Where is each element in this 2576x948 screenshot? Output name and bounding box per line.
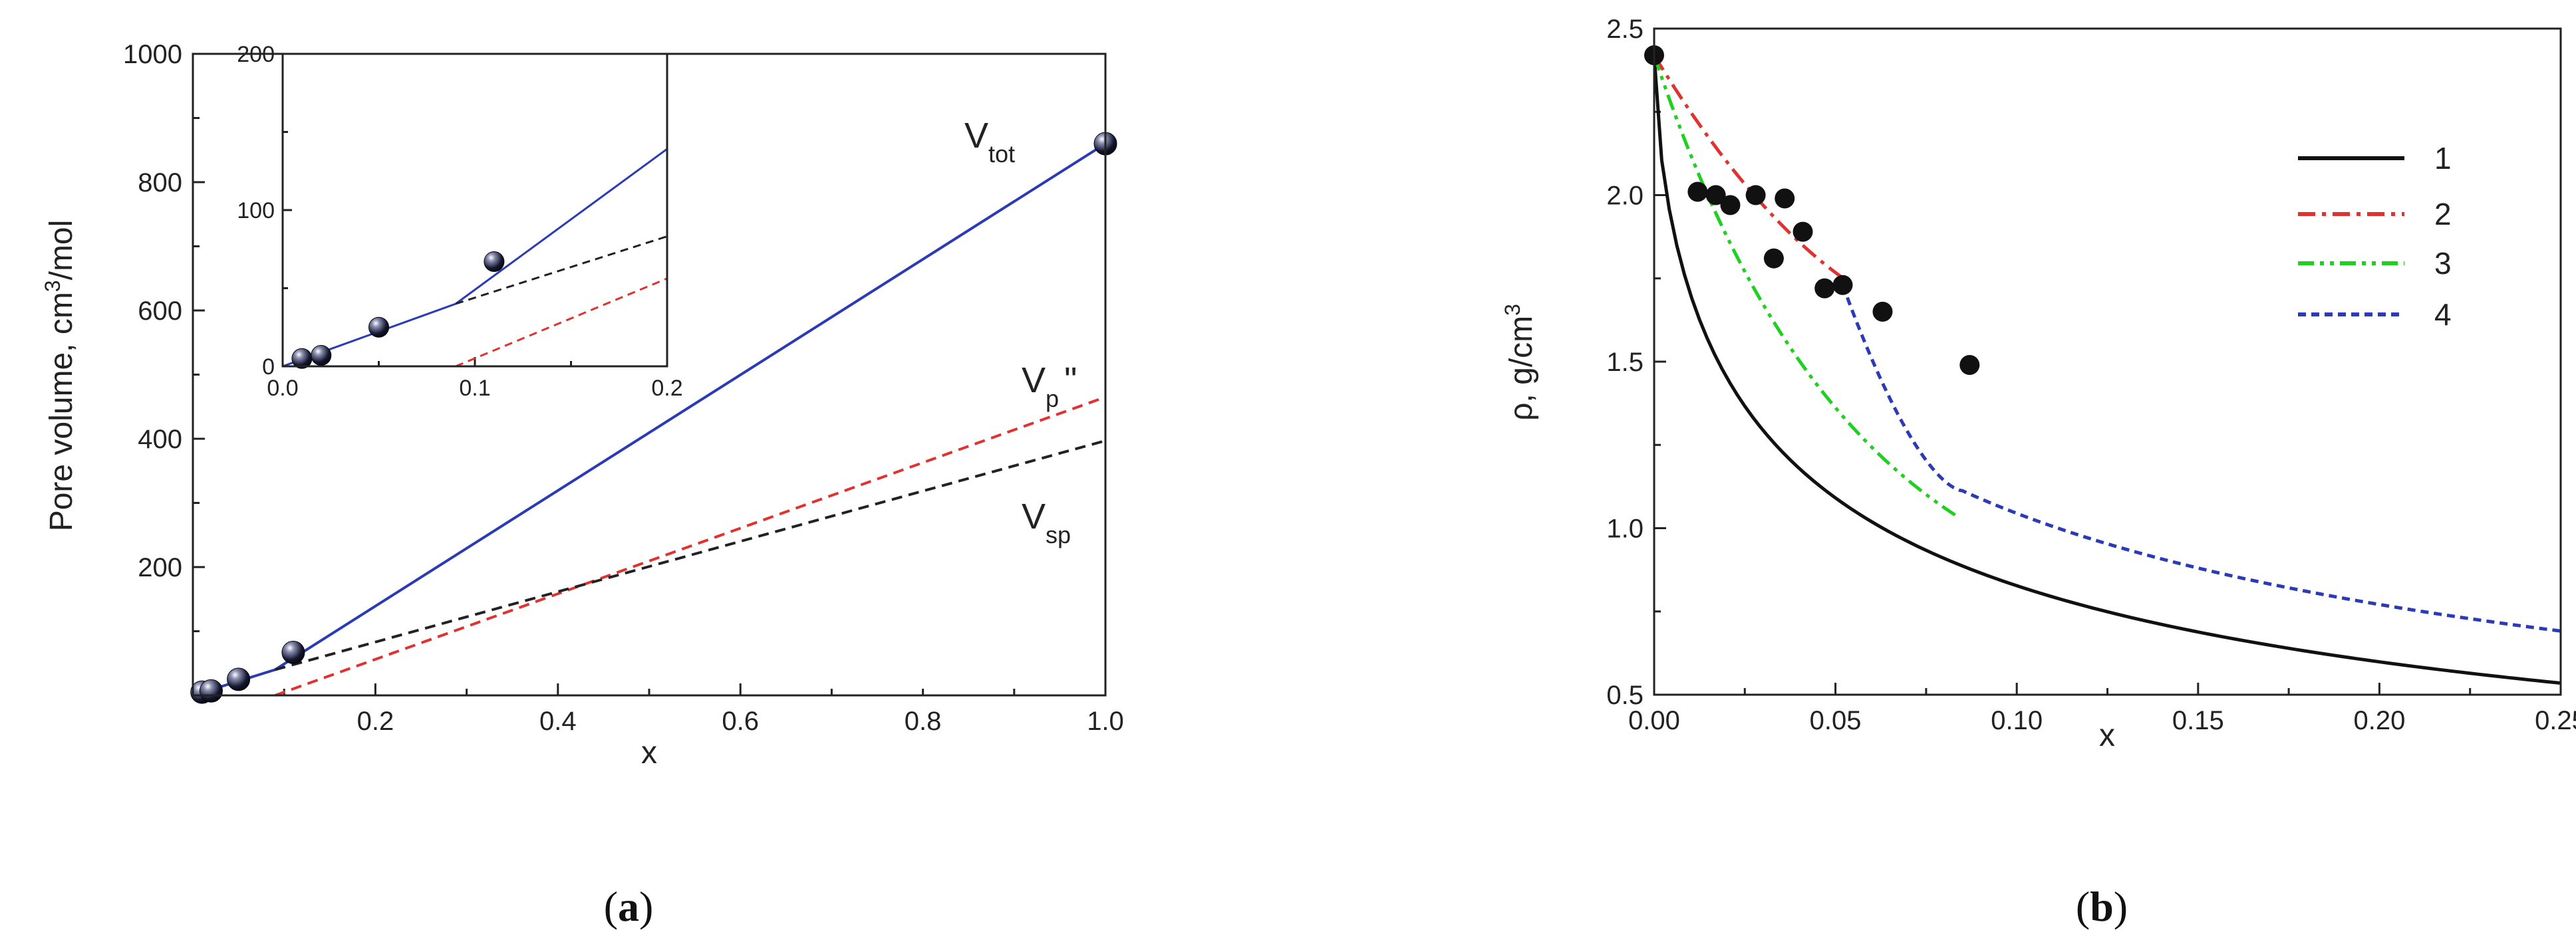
panel-b-data-point <box>1792 221 1813 242</box>
panel-b-y-tick-label: 2.0 <box>1606 181 1644 211</box>
v-p-line <box>274 396 1106 697</box>
inset-series <box>282 148 668 368</box>
legend-label-2: 2 <box>2434 197 2452 231</box>
panel-a-y-tick-labels: 200 400 600 800 1000 <box>123 40 182 582</box>
legend-label-1: 1 <box>2434 141 2452 176</box>
inset-v-sp-line <box>455 235 668 305</box>
panel-b-x-tick-label: 0.05 <box>1810 706 1862 735</box>
panel-b-data-point <box>1705 185 1726 205</box>
panel-b-y-tick-label: 1.0 <box>1606 515 1644 544</box>
panel-a-data-point <box>281 640 305 664</box>
label-v-tot: Vtot <box>964 116 1015 168</box>
inset-x-tick-labels: 0.0 0.1 0.2 <box>267 376 682 401</box>
panel-a-data-point <box>227 667 251 691</box>
panel-a-x-tick-label: 0.6 <box>722 707 759 736</box>
panel-b-frame <box>1653 27 2562 696</box>
legend-label-3: 3 <box>2434 246 2452 281</box>
panel-b-x-tick-label: 0.10 <box>1991 706 2043 735</box>
inset-x-tick-label: 0.1 <box>459 376 490 401</box>
panel-a-x-tick-label: 0.4 <box>539 707 577 736</box>
curve-1 <box>1652 55 2561 685</box>
panel-b-data-point <box>1745 185 1766 205</box>
panel-b-x-label: x <box>2099 718 2115 753</box>
panel-b-points <box>1644 45 1980 376</box>
panel-b-data-point <box>1763 248 1784 269</box>
panel-b-x-tick-label: 0.00 <box>1628 706 1680 735</box>
label-v-p: Vp " <box>1022 360 1077 412</box>
panel-b-y-tick-label: 2.5 <box>1606 15 1644 44</box>
panel-a-caption: (a) <box>604 883 654 930</box>
panel-a-y-tick-label: 1000 <box>123 40 182 69</box>
panel-b-y-tick-label: 1.5 <box>1606 348 1644 377</box>
panel-a-x-tick-label: 0.2 <box>357 707 394 736</box>
panel-a-x-label: x <box>641 735 657 770</box>
panel-b-x-tick-label: 0.20 <box>2353 706 2405 735</box>
inset-data-point <box>368 316 389 338</box>
inset-y-tick-label: 100 <box>237 198 275 223</box>
panel-b-legend: 1 2 3 4 <box>2298 141 2452 332</box>
curve-2 <box>1652 54 1844 280</box>
inset-data-point <box>311 345 332 366</box>
panel-a-y-tick-label: 200 <box>138 553 182 582</box>
panel-a-y-tick-label: 800 <box>138 168 182 197</box>
panel-b-data-point <box>1775 188 1795 209</box>
label-v-sp: Vsp <box>1022 497 1071 548</box>
curve-4 <box>1841 284 2561 633</box>
legend-label-4: 4 <box>2434 297 2452 332</box>
panel-b-y-tick-labels: 0.5 1.0 1.5 2.0 2.5 <box>1606 15 1644 710</box>
panel-b-x-tick-label: 0.15 <box>2172 706 2224 735</box>
panel-a-x-tick-label: 0.8 <box>905 707 942 736</box>
inset-y-tick-label: 200 <box>237 42 275 67</box>
panel-a-x-tick-labels: 0.2 0.4 0.6 0.8 1.0 <box>357 707 1124 736</box>
inset-y-tick-labels: 0 100 200 <box>237 42 275 380</box>
panel-a-points <box>190 132 1117 704</box>
panel-b-series <box>1652 54 2561 685</box>
panel-b-data-point <box>1959 355 1980 376</box>
inset-plot: 0.0 0.1 0.2 0 100 200 <box>237 42 682 401</box>
panel-a-data-point <box>199 679 223 703</box>
panel-a-y-tick-label: 400 <box>138 425 182 454</box>
panel-b-y-tick-label: 0.5 <box>1606 681 1644 710</box>
panel-b-data-point <box>1720 195 1741 215</box>
inset-frame <box>281 53 668 368</box>
inset-x-tick-label: 0.0 <box>267 376 298 401</box>
inset-v-p-line <box>455 277 668 368</box>
panel-b-ticks <box>1653 27 2562 696</box>
panel-a-x-tick-label: 1.0 <box>1087 707 1124 736</box>
inset-x-tick-label: 0.2 <box>651 376 682 401</box>
panel-b-data-point <box>1832 275 1853 295</box>
panel-b-y-label: ρ, g/cm3 <box>1501 304 1539 421</box>
panel-b-data-point <box>1687 181 1708 202</box>
panel-b: 0.00 0.05 0.10 0.15 0.20 0.25 0.5 1.0 1.5 2.0 2.5… <box>1501 15 2576 930</box>
panel-b-caption: (b) <box>2076 883 2128 930</box>
inset-y-tick-label: 0 <box>262 354 275 380</box>
v-sp-line <box>274 439 1106 671</box>
inset-points <box>291 251 505 369</box>
panel-a-y-label: Pore volume, cm3/mol <box>41 220 79 532</box>
panel-a-y-tick-label: 600 <box>138 296 182 326</box>
panel-b-x-tick-labels: 0.00 0.05 0.10 0.15 0.20 0.25 <box>1628 706 2576 735</box>
panel-b-data-point <box>1814 278 1835 298</box>
inset-background <box>283 54 667 366</box>
panel-a-ticks <box>193 53 1107 695</box>
panel-b-x-tick-label: 0.25 <box>2535 706 2576 735</box>
inset-data-point <box>484 251 505 273</box>
panel-b-data-point <box>1872 301 1893 322</box>
